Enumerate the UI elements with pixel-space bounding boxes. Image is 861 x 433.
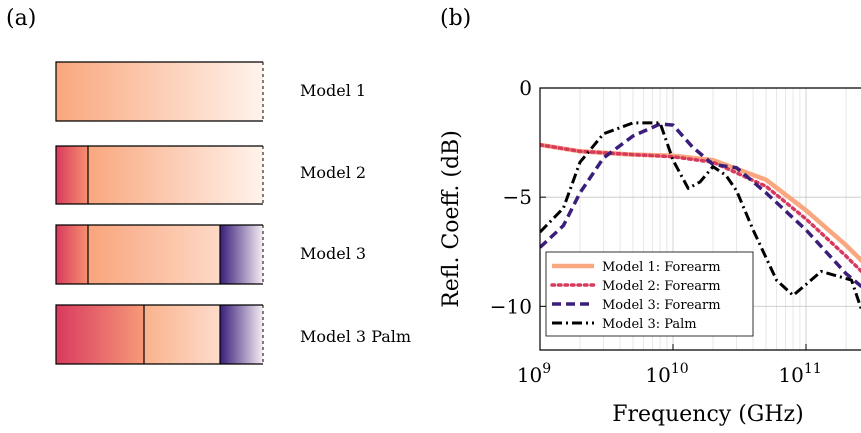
y-axis-label: Refl. Coeff. (dB) — [439, 130, 464, 308]
x-tick-label: 1011 — [778, 361, 821, 387]
series-line-4 — [540, 121, 861, 313]
legend-label-1: Model 1: Forearm — [602, 260, 721, 275]
y-tick-label: −5 — [503, 185, 532, 209]
model-1-diagram — [55, 61, 264, 122]
model-3-palm-label: Model 3 Palm — [300, 327, 412, 346]
legend-label-3: Model 3: Forearm — [602, 298, 721, 313]
plot-frame — [539, 87, 861, 351]
legend-label-4: Model 3: Palm — [602, 317, 697, 332]
model-1-label: Model 1 — [300, 81, 367, 100]
legend: Model 1: Forearm Model 2: Forearm Model 3:… — [545, 251, 754, 337]
y-tick-label: −10 — [490, 294, 532, 318]
panel-label-b: (b) — [440, 6, 472, 31]
model-2-label: Model 2 — [300, 163, 367, 182]
y-tick-label: 0 — [519, 76, 532, 100]
legend-label-2: Model 2: Forearm — [602, 279, 721, 294]
x-axis-label: Frequency (GHz) — [612, 402, 804, 427]
model-3-palm-diagram — [55, 304, 264, 365]
model-2-diagram — [55, 145, 264, 205]
tissue-models-diagram — [55, 61, 264, 365]
x-tick-label: 109 — [517, 361, 551, 387]
x-tick-label: 1010 — [645, 361, 688, 387]
model-3-diagram — [55, 224, 264, 285]
model-3-label: Model 3 — [300, 244, 367, 263]
panel-label-a: (a) — [6, 6, 37, 31]
